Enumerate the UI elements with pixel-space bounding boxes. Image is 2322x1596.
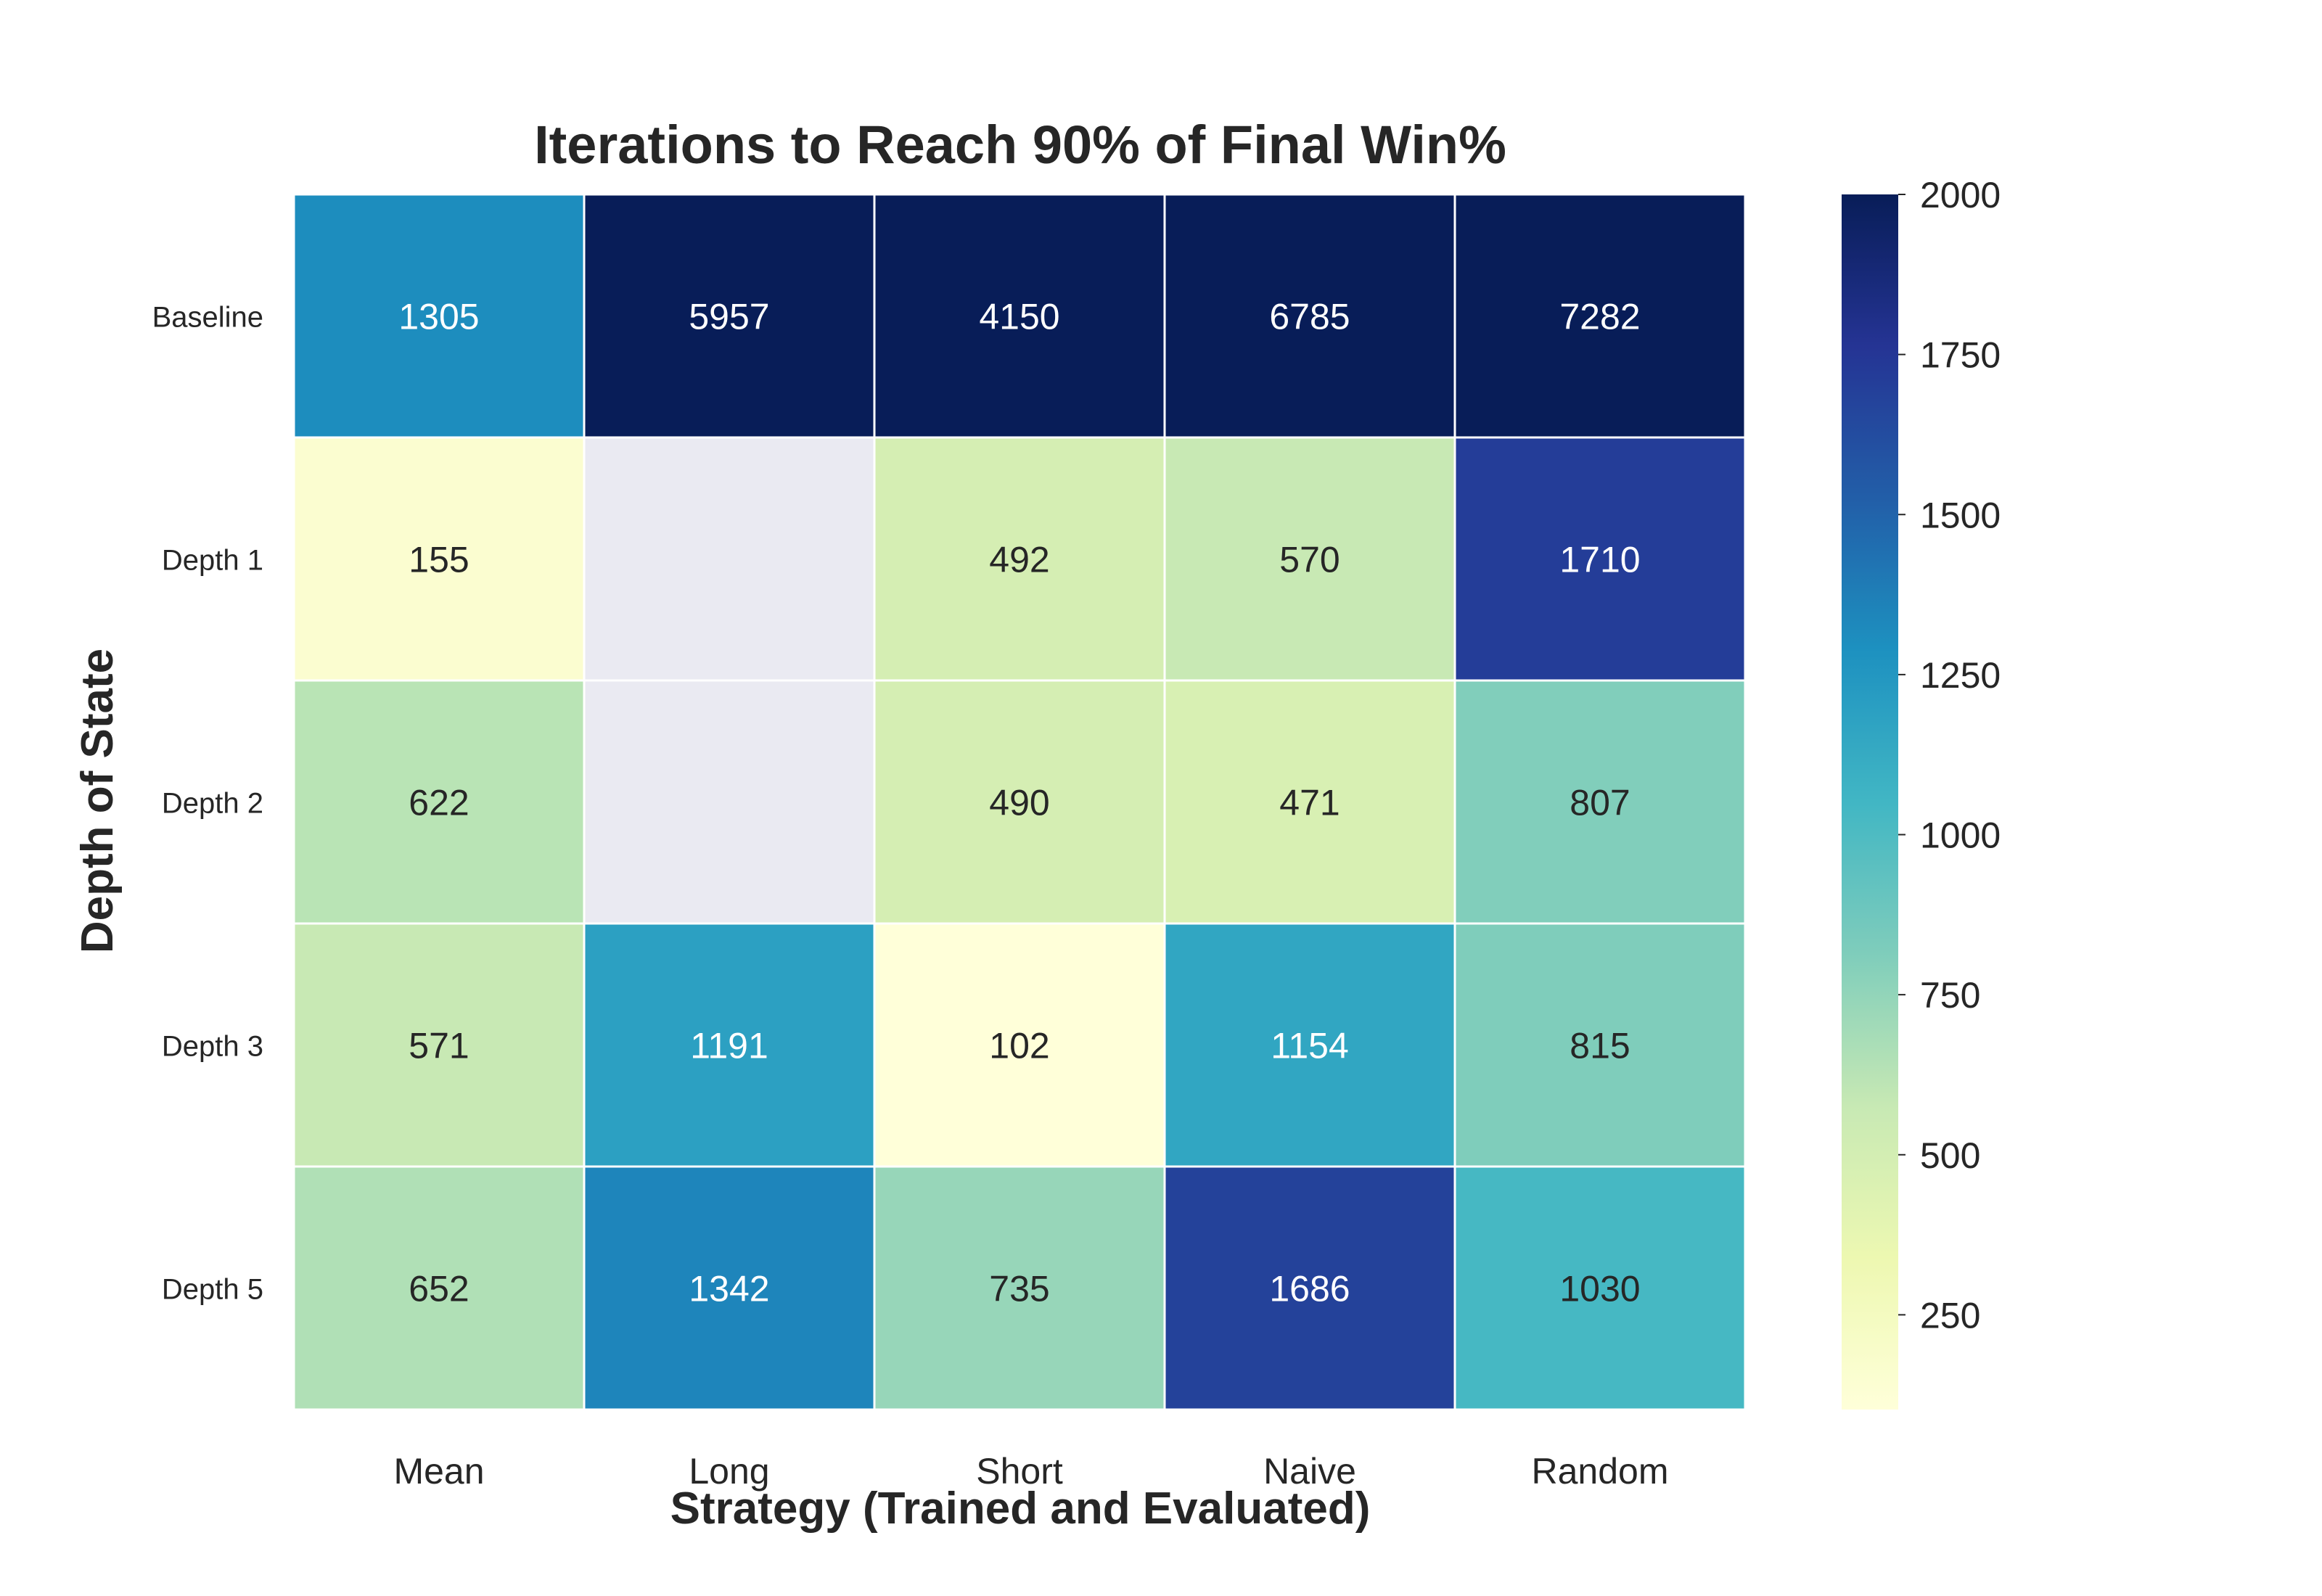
- heatmap-cell: [1163, 922, 1456, 1168]
- cell-value-label: 1686: [1269, 1269, 1350, 1309]
- y-tick-label: Depth 5: [162, 1274, 263, 1306]
- heatmap-cell: [292, 1165, 586, 1411]
- colorbar-tick-label: 2000: [1920, 175, 2001, 215]
- y-tick-label: Depth 2: [162, 788, 263, 820]
- cell-value-label: 155: [409, 540, 469, 580]
- cell-value-label: 492: [989, 540, 1049, 580]
- x-tick-label: Naive: [1263, 1451, 1356, 1492]
- chart-title: Iterations to Reach 90% of Final Win%: [534, 115, 1506, 175]
- cell-value-label: 7282: [1559, 297, 1640, 337]
- cell-value-label: 1710: [1559, 540, 1640, 580]
- cell-value-label: 1030: [1559, 1269, 1640, 1309]
- heatmap-cell: [1453, 922, 1747, 1168]
- cell-value-label: 815: [1570, 1026, 1630, 1066]
- y-tick-label: Depth 1: [162, 545, 263, 577]
- cell-value-label: 1154: [1271, 1026, 1349, 1066]
- cell-value-label: 5957: [689, 297, 769, 337]
- x-tick-label: Random: [1532, 1451, 1669, 1492]
- cell-value-label: 6785: [1269, 297, 1350, 337]
- colorbar-tick-label: 500: [1920, 1135, 1980, 1176]
- heatmap-cell: [1453, 193, 1747, 439]
- cell-value-label: 807: [1570, 783, 1630, 823]
- y-tick-label: Baseline: [152, 302, 263, 334]
- cell-value-label: 1191: [690, 1026, 768, 1066]
- x-tick-label: Long: [689, 1451, 769, 1492]
- colorbar-tick-label: 1250: [1920, 655, 2001, 696]
- colorbar: 250 500 750 1000 1250 1500 1750 2000: [1842, 175, 2001, 1410]
- heatmap-cell: [1163, 436, 1456, 682]
- y-tick-label: Depth 3: [162, 1031, 263, 1063]
- colorbar-tick-label: 1000: [1920, 815, 2001, 856]
- heatmap-cell: [292, 922, 586, 1168]
- cell-value-label: 652: [409, 1269, 469, 1309]
- colorbar-tick-label: 1500: [1920, 495, 2001, 535]
- x-tick-labels: Mean Long Short Naive Random: [393, 1451, 1668, 1492]
- heatmap-cell: [292, 436, 586, 682]
- cell-value-label: 4150: [979, 297, 1059, 337]
- colorbar-gradient: [1842, 194, 1898, 1410]
- cell-value-label: 471: [1279, 783, 1340, 823]
- heatmap-cell: [873, 1165, 1166, 1411]
- heatmap-cell: [1163, 1165, 1456, 1411]
- cell-value-label: 102: [989, 1026, 1049, 1066]
- x-tick-label: Short: [976, 1451, 1063, 1492]
- cell-value-label: 1305: [398, 297, 479, 337]
- heatmap-cells: 1305 5957 4150 6785 7282 155 492 570 1710 622 490 4…: [292, 193, 1747, 1411]
- heatmap-cell: [1163, 679, 1456, 925]
- cell-value-label: 735: [989, 1269, 1049, 1309]
- heatmap-cell: [873, 922, 1166, 1168]
- heatmap-cell: [583, 436, 876, 682]
- cell-value-label: 571: [409, 1026, 469, 1066]
- cell-value-label: 490: [989, 783, 1049, 823]
- heatmap-cell: [583, 922, 876, 1168]
- heatmap-cell: [583, 193, 876, 439]
- colorbar-tick-label: 250: [1920, 1295, 1980, 1336]
- x-axis-label: Strategy (Trained and Evaluated): [670, 1484, 1371, 1534]
- heatmap-cell: [583, 679, 876, 925]
- heatmap-cell: [1163, 193, 1456, 439]
- y-axis-label: Depth of State: [73, 649, 123, 953]
- colorbar-tick-label: 750: [1920, 975, 1980, 1016]
- y-tick-labels: Baseline Depth 1 Depth 2 Depth 3 Depth 5: [152, 302, 263, 1306]
- heatmap-cell: [583, 1165, 876, 1411]
- cell-value-label: 1342: [689, 1269, 769, 1309]
- heatmap-cell: [292, 679, 586, 925]
- heatmap-cell: [1453, 679, 1747, 925]
- x-tick-label: Mean: [393, 1451, 484, 1492]
- heatmap-cell: [292, 193, 586, 439]
- cell-value-label: 570: [1279, 540, 1340, 580]
- heatmap-cell: [1453, 1165, 1747, 1411]
- colorbar-tick-label: 1750: [1920, 335, 2001, 376]
- heatmap-cell: [873, 193, 1166, 439]
- cell-value-label: 622: [409, 783, 469, 823]
